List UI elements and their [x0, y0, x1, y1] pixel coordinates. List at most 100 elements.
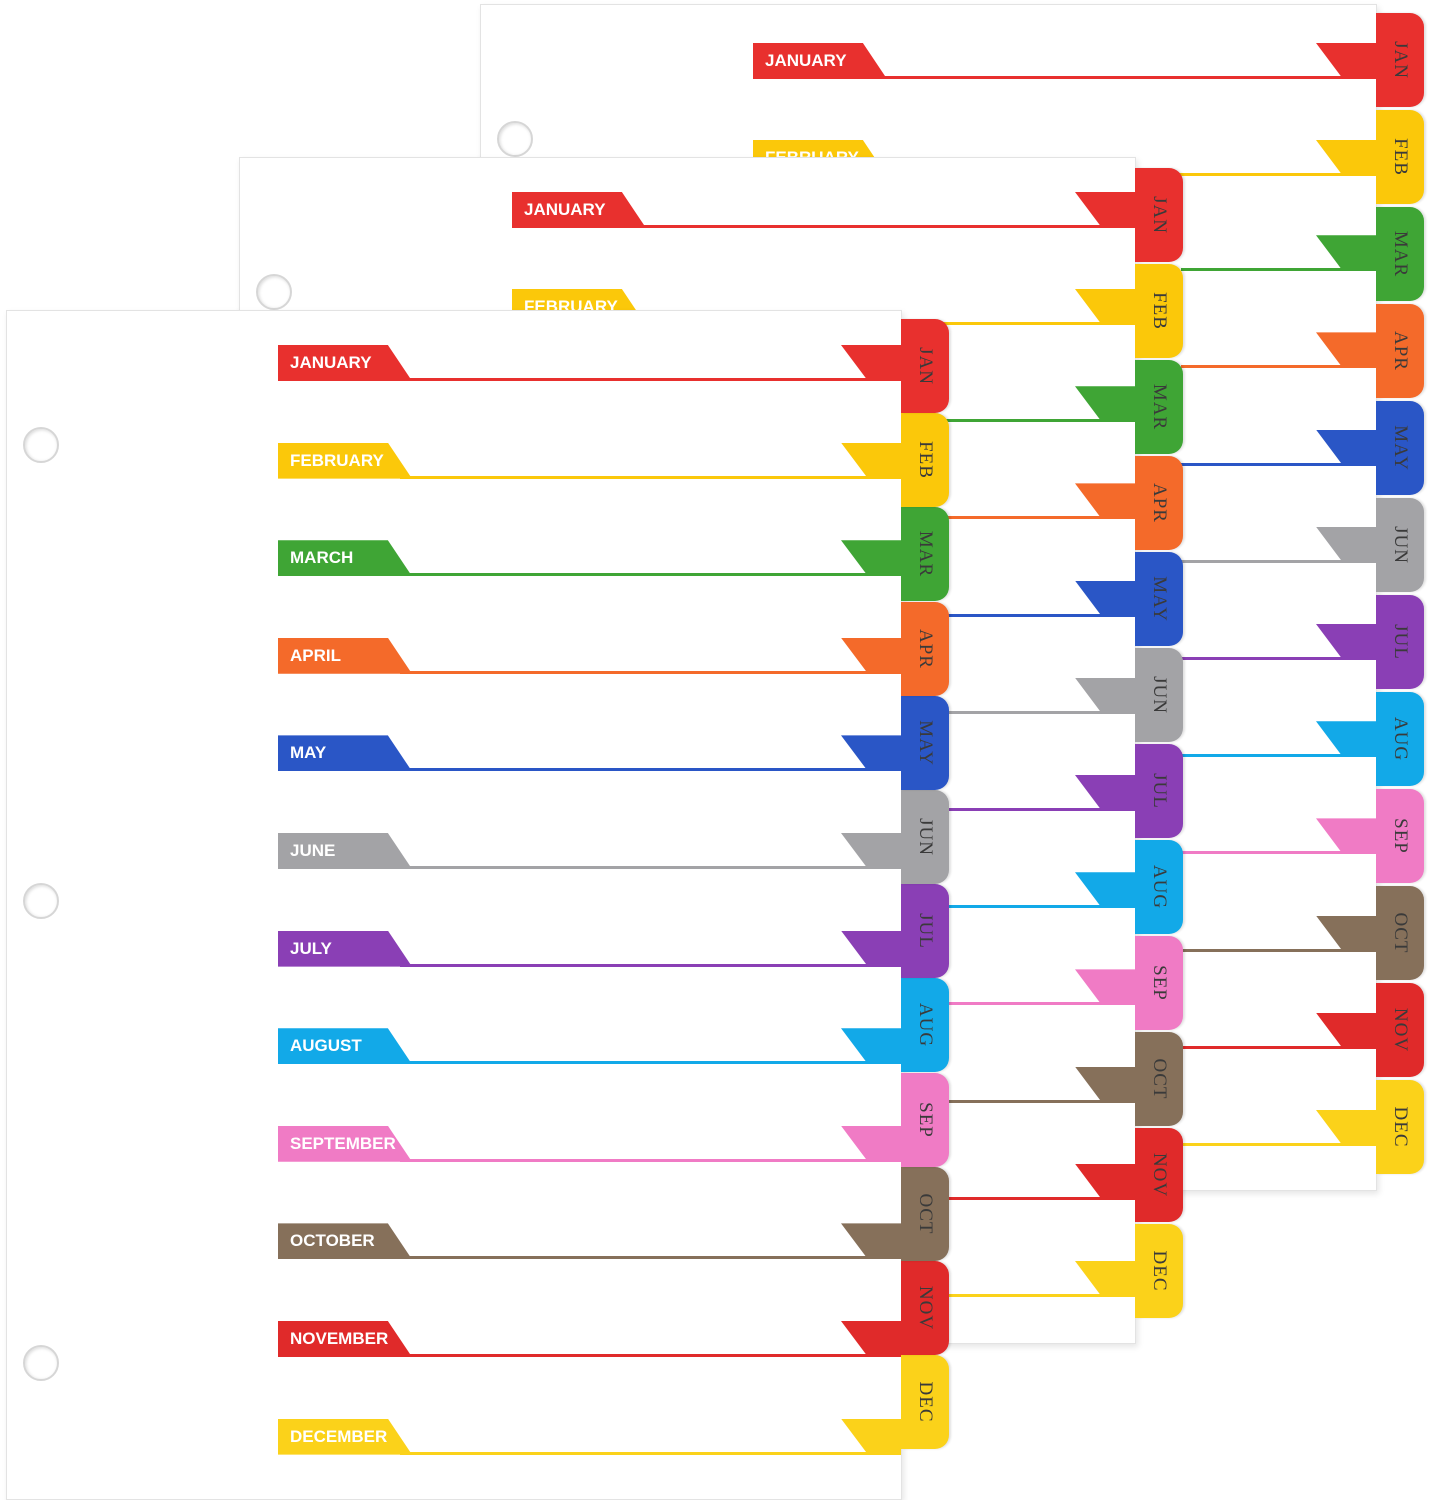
month-rule [400, 1354, 901, 1357]
month-tab-label: JUL [1149, 773, 1170, 809]
month-tab[interactable]: DEC [901, 1355, 949, 1450]
month-end-flag [841, 540, 901, 577]
month-tab-label: DEC [1149, 1250, 1170, 1292]
month-tab-label: MAY [915, 720, 936, 766]
month-tab[interactable]: MAR [1135, 360, 1183, 454]
month-label: FEBRUARY [278, 442, 412, 479]
month-row: JANUARY [512, 192, 1135, 228]
month-tab-label: JAN [915, 347, 936, 385]
month-tab-label: JAN [1149, 196, 1170, 234]
month-tab[interactable]: FEB [1376, 110, 1424, 204]
month-tab[interactable]: JUN [1135, 648, 1183, 742]
month-tab[interactable]: JUN [901, 790, 949, 884]
month-tab-label: DEC [1390, 1106, 1411, 1148]
month-rule [634, 225, 1135, 228]
month-tab[interactable]: DEC [1135, 1224, 1183, 1318]
month-end-flag [1316, 915, 1376, 952]
month-end-flag [841, 345, 901, 381]
month-tab[interactable]: JAN [1135, 168, 1183, 262]
month-rule [946, 613, 1135, 617]
month-tab[interactable]: SEP [1135, 936, 1183, 1030]
month-row: FEBRUARY [278, 442, 901, 479]
month-end-flag [1075, 580, 1135, 617]
month-rule [1181, 657, 1376, 660]
month-end-flag [1075, 1261, 1135, 1297]
month-label: JULY [278, 930, 412, 967]
month-tab[interactable]: MAR [1376, 207, 1424, 301]
month-end-flag [1316, 624, 1376, 660]
month-tab[interactable]: NOV [901, 1261, 949, 1355]
month-tab[interactable]: JUN [1376, 498, 1424, 592]
month-end-flag [1075, 677, 1135, 714]
month-rule [946, 905, 1135, 909]
month-tab[interactable]: MAY [1135, 552, 1183, 646]
month-tab[interactable]: APR [1376, 304, 1424, 398]
month-end-flag [1075, 483, 1135, 520]
month-end-flag [841, 637, 901, 674]
month-tab[interactable]: FEB [1135, 264, 1183, 358]
month-rule [946, 419, 1135, 423]
month-tab-label: NOV [1390, 1007, 1411, 1053]
month-label: AUGUST [278, 1028, 412, 1065]
month-rule [946, 710, 1135, 714]
month-tab-label: JUL [1390, 624, 1411, 660]
month-label: JANUARY [512, 192, 646, 228]
month-tab[interactable]: AUG [1376, 692, 1424, 786]
month-rule [400, 1256, 901, 1260]
month-end-flag [841, 1321, 901, 1357]
month-tab[interactable]: OCT [901, 1166, 949, 1261]
month-tab[interactable]: OCT [1135, 1032, 1183, 1126]
month-end-flag [1316, 429, 1376, 466]
month-tab-label: OCT [915, 1193, 936, 1235]
month-end-flag [1075, 192, 1135, 228]
month-rule [1181, 1045, 1376, 1049]
month-end-flag [841, 735, 901, 772]
month-tab-label: APR [915, 628, 936, 669]
month-end-flag [1075, 775, 1135, 811]
month-tab[interactable]: JUL [901, 884, 949, 979]
month-rule [1181, 1143, 1376, 1146]
month-tab[interactable]: AUG [1135, 840, 1183, 934]
month-end-flag [1316, 235, 1376, 272]
month-label: JUNE [278, 833, 412, 869]
month-tab[interactable]: JUL [1135, 744, 1183, 838]
month-end-flag [1316, 43, 1376, 79]
month-end-flag [1075, 1163, 1135, 1200]
month-rule [946, 1196, 1135, 1200]
month-tab[interactable]: APR [1135, 456, 1183, 550]
month-tab[interactable]: MAR [901, 507, 949, 602]
month-tab[interactable]: OCT [1376, 886, 1424, 980]
month-tab[interactable]: JAN [901, 319, 949, 413]
month-tab-label: JAN [1390, 41, 1411, 79]
month-end-flag [1316, 818, 1376, 855]
month-tab-label: SEP [1149, 965, 1170, 1001]
month-end-flag [1316, 1012, 1376, 1049]
punch-hole [23, 883, 59, 919]
month-tab-label: AUG [1390, 716, 1411, 762]
month-tab[interactable]: JAN [1376, 13, 1424, 107]
month-row: SEPTEMBER [278, 1125, 901, 1162]
month-tab-label: AUG [1149, 864, 1170, 910]
month-tab[interactable]: MAY [1376, 401, 1424, 495]
month-tab[interactable]: APR [901, 601, 949, 696]
month-tab[interactable]: SEP [1376, 789, 1424, 883]
punch-hole [23, 427, 59, 463]
month-label: JANUARY [278, 345, 412, 381]
month-tab[interactable]: JUL [1376, 595, 1424, 689]
month-rule [875, 76, 1376, 79]
month-tab[interactable]: FEB [901, 413, 949, 508]
month-tab-label: FEB [1149, 292, 1170, 330]
month-tab[interactable]: NOV [1135, 1128, 1183, 1222]
month-end-flag [841, 833, 901, 869]
month-end-flag [1075, 289, 1135, 325]
month-row: MAY [278, 735, 901, 772]
month-tab[interactable]: NOV [1376, 983, 1424, 1077]
month-tab-label: APR [1149, 483, 1170, 523]
month-tab[interactable]: DEC [1376, 1080, 1424, 1174]
month-row: NOVEMBER [278, 1321, 901, 1357]
month-tab[interactable]: MAY [901, 695, 949, 790]
month-label: OCTOBER [278, 1223, 412, 1260]
month-tab[interactable]: SEP [901, 1072, 949, 1167]
month-tab-label: APR [1390, 331, 1411, 371]
month-tab[interactable]: AUG [901, 978, 949, 1073]
